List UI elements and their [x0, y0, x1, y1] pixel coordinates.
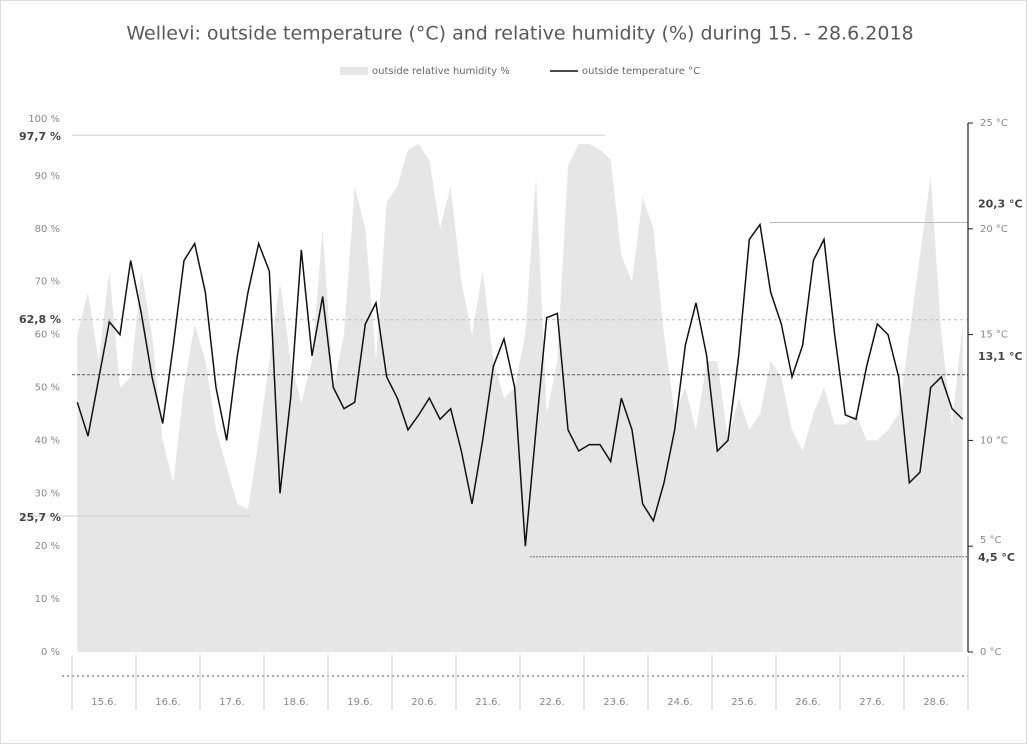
x-tick-label: 25.6. — [731, 697, 756, 708]
y-tick-label: 10 % — [35, 594, 60, 605]
y-tick-label: 70 % — [35, 277, 60, 288]
x-tick-label: 28.6. — [923, 697, 948, 708]
reference-label: 13,1 °C — [978, 350, 1023, 363]
y2-tick-label: 20 °C — [980, 224, 1008, 235]
x-tick-label: 26.6. — [795, 697, 820, 708]
x-tick-label: 23.6. — [603, 697, 628, 708]
y-tick-label: 80 % — [35, 224, 60, 235]
x-tick-label: 21.6. — [475, 697, 500, 708]
x-tick-label: 19.6. — [347, 697, 372, 708]
reference-label: 62,8 % — [19, 313, 61, 326]
y-tick-label: 60 % — [35, 330, 60, 341]
y-tick-label: 90 % — [35, 171, 60, 182]
y-tick-label: 20 % — [35, 541, 60, 552]
humidity-area — [77, 144, 963, 652]
reference-label: 97,7 % — [19, 130, 61, 143]
y2-tick-label: 15 °C — [980, 330, 1008, 341]
temperature-line — [76, 222, 964, 547]
y2-tick-label: 25 °C — [980, 118, 1008, 129]
x-tick-label: 27.6. — [859, 697, 884, 708]
x-tick-label: 22.6. — [539, 697, 564, 708]
x-tick-label: 17.6. — [219, 697, 244, 708]
y2-tick-label: 5 °C — [980, 535, 1002, 546]
x-tick-label: 16.6. — [155, 697, 180, 708]
y-tick-label: 40 % — [35, 435, 60, 446]
x-tick-label: 15.6. — [91, 697, 116, 708]
reference-label: 25,7 % — [19, 511, 61, 524]
x-tick-label: 20.6. — [411, 697, 436, 708]
reference-label: 20,3 °C — [978, 197, 1023, 210]
legend-label: outside temperature °C — [582, 66, 700, 77]
y-tick-label: 100 % — [28, 114, 60, 125]
legend-label: outside relative humidity % — [372, 66, 510, 77]
y2-tick-label: 0 °C — [980, 647, 1002, 658]
legend-swatch — [340, 67, 368, 75]
x-tick-label: 18.6. — [283, 697, 308, 708]
y2-tick-label: 10 °C — [980, 435, 1008, 446]
y-tick-label: 30 % — [35, 488, 60, 499]
y-tick-label: 0 % — [41, 647, 60, 658]
chart-title: Wellevi: outside temperature (°C) and re… — [126, 23, 913, 45]
reference-label: 4,5 °C — [978, 551, 1015, 564]
x-tick-label: 24.6. — [667, 697, 692, 708]
y-tick-label: 50 % — [35, 383, 60, 394]
